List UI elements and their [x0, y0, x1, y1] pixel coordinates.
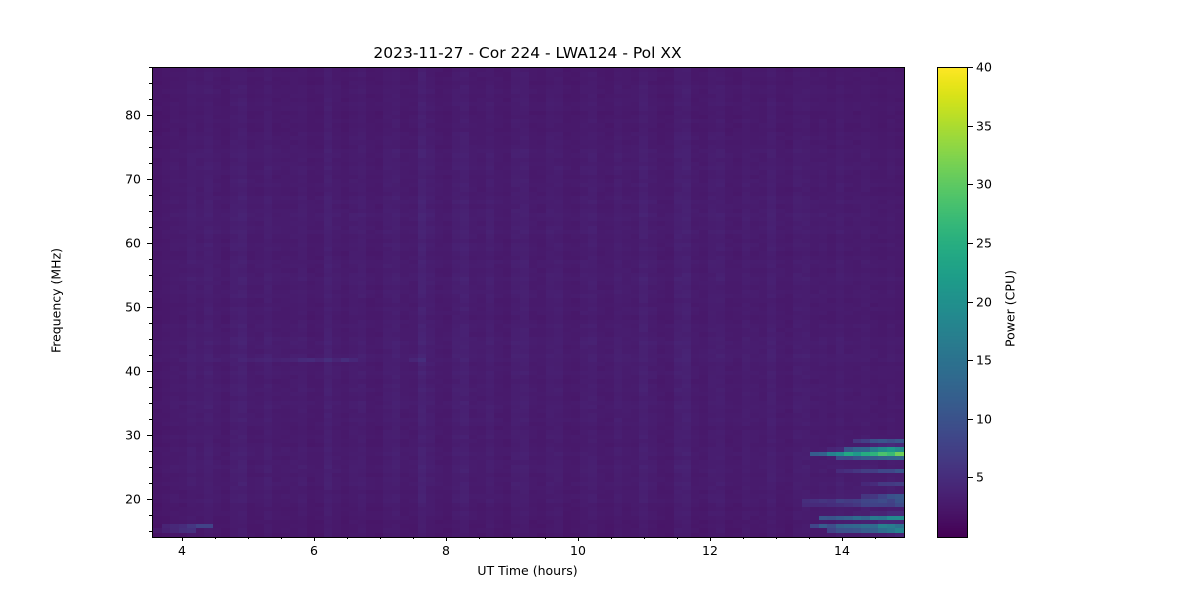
y-axis-minor-tick: [149, 467, 152, 468]
y-axis-label: Frequency (MHz): [48, 247, 64, 354]
x-axis-tick-label: 14: [834, 543, 850, 558]
colorbar-tick-label: 25: [976, 235, 992, 251]
y-axis-minor-tick: [149, 515, 152, 516]
x-axis-minor-tick: [347, 537, 348, 539]
page-title: 2023-11-27 - Cor 224 - LWA124 - Pol XX: [373, 44, 682, 62]
y-axis-tick-label: 20: [125, 491, 141, 507]
x-axis-minor-tick: [875, 537, 876, 539]
y-axis-major-tick: [147, 179, 152, 180]
y-axis-major-tick: [147, 435, 152, 436]
y-axis-tick-label: 80: [125, 107, 141, 123]
y-axis-minor-tick: [149, 419, 152, 420]
y-axis-major-tick: [147, 243, 152, 244]
y-axis-minor-tick: [149, 531, 152, 532]
y-axis-minor-tick: [149, 403, 152, 404]
spectrogram-plot-area: [152, 67, 905, 538]
x-axis-major-tick: [578, 537, 579, 541]
colorbar-tick: [968, 184, 973, 185]
y-axis-minor-tick: [149, 195, 152, 196]
y-axis-minor-tick: [149, 387, 152, 388]
colorbar: [937, 67, 968, 538]
colorbar-tick-label: 30: [976, 176, 992, 192]
x-axis-tick-label: 6: [310, 543, 318, 558]
x-axis-minor-tick: [545, 537, 546, 539]
y-axis-minor-tick: [149, 291, 152, 292]
x-axis-major-tick: [314, 537, 315, 541]
colorbar-tick: [968, 419, 973, 420]
y-axis-tick-label: 60: [125, 235, 141, 251]
colorbar-tick-label: 35: [976, 118, 992, 134]
colorbar-gradient: [938, 68, 967, 537]
y-axis-minor-tick: [149, 147, 152, 148]
y-axis-major-tick: [147, 499, 152, 500]
x-axis-minor-tick: [380, 537, 381, 539]
y-axis-minor-tick: [149, 275, 152, 276]
y-axis-minor-tick: [149, 163, 152, 164]
y-axis-minor-tick: [149, 483, 152, 484]
colorbar-tick-label: 40: [976, 59, 992, 75]
y-axis-minor-tick: [149, 451, 152, 452]
x-axis-minor-tick: [215, 537, 216, 539]
x-axis-minor-tick: [743, 537, 744, 539]
y-axis-minor-tick: [149, 227, 152, 228]
colorbar-label: Power (CPU): [1002, 270, 1018, 347]
x-axis-minor-tick: [611, 537, 612, 539]
x-axis-major-tick: [446, 537, 447, 541]
colorbar-tick: [968, 477, 973, 478]
x-axis-tick-label: 12: [702, 543, 718, 558]
x-axis-major-tick: [182, 537, 183, 541]
x-axis-minor-tick: [413, 537, 414, 539]
x-axis-tick-label: 4: [178, 543, 186, 558]
y-axis-tick-label: 70: [125, 171, 141, 187]
colorbar-tick-label: 10: [976, 411, 992, 427]
y-axis-minor-tick: [149, 67, 152, 68]
colorbar-tick-label: 20: [976, 294, 992, 310]
colorbar-tick-label: 15: [976, 352, 992, 368]
y-axis-minor-tick: [149, 259, 152, 260]
y-axis-tick-label: 40: [125, 363, 141, 379]
x-axis-minor-tick: [479, 537, 480, 539]
y-axis-major-tick: [147, 371, 152, 372]
x-axis-minor-tick: [644, 537, 645, 539]
y-axis-major-tick: [147, 307, 152, 308]
y-axis-minor-tick: [149, 355, 152, 356]
x-axis-minor-tick: [512, 537, 513, 539]
colorbar-tick: [968, 243, 973, 244]
colorbar-tick: [968, 67, 973, 68]
y-axis-major-tick: [147, 115, 152, 116]
x-axis-minor-tick: [248, 537, 249, 539]
y-axis-minor-tick: [149, 83, 152, 84]
y-axis-tick-label: 30: [125, 427, 141, 443]
x-axis-label: UT Time (hours): [477, 563, 578, 578]
x-axis-minor-tick: [281, 537, 282, 539]
y-axis-minor-tick: [149, 99, 152, 100]
x-axis-major-tick: [842, 537, 843, 541]
y-axis-minor-tick: [149, 211, 152, 212]
spectrogram-image: [153, 68, 904, 537]
x-axis-tick-label: 10: [570, 543, 586, 558]
colorbar-tick: [968, 302, 973, 303]
colorbar-tick: [968, 126, 973, 127]
x-axis-major-tick: [710, 537, 711, 541]
x-axis-minor-tick: [677, 537, 678, 539]
colorbar-tick-label: 5: [976, 469, 984, 485]
colorbar-tick: [968, 360, 973, 361]
y-axis-minor-tick: [149, 131, 152, 132]
y-axis-tick-label: 50: [125, 299, 141, 315]
y-axis-minor-tick: [149, 339, 152, 340]
x-axis-minor-tick: [776, 537, 777, 539]
x-axis-minor-tick: [809, 537, 810, 539]
x-axis-tick-label: 8: [442, 543, 450, 558]
y-axis-minor-tick: [149, 323, 152, 324]
